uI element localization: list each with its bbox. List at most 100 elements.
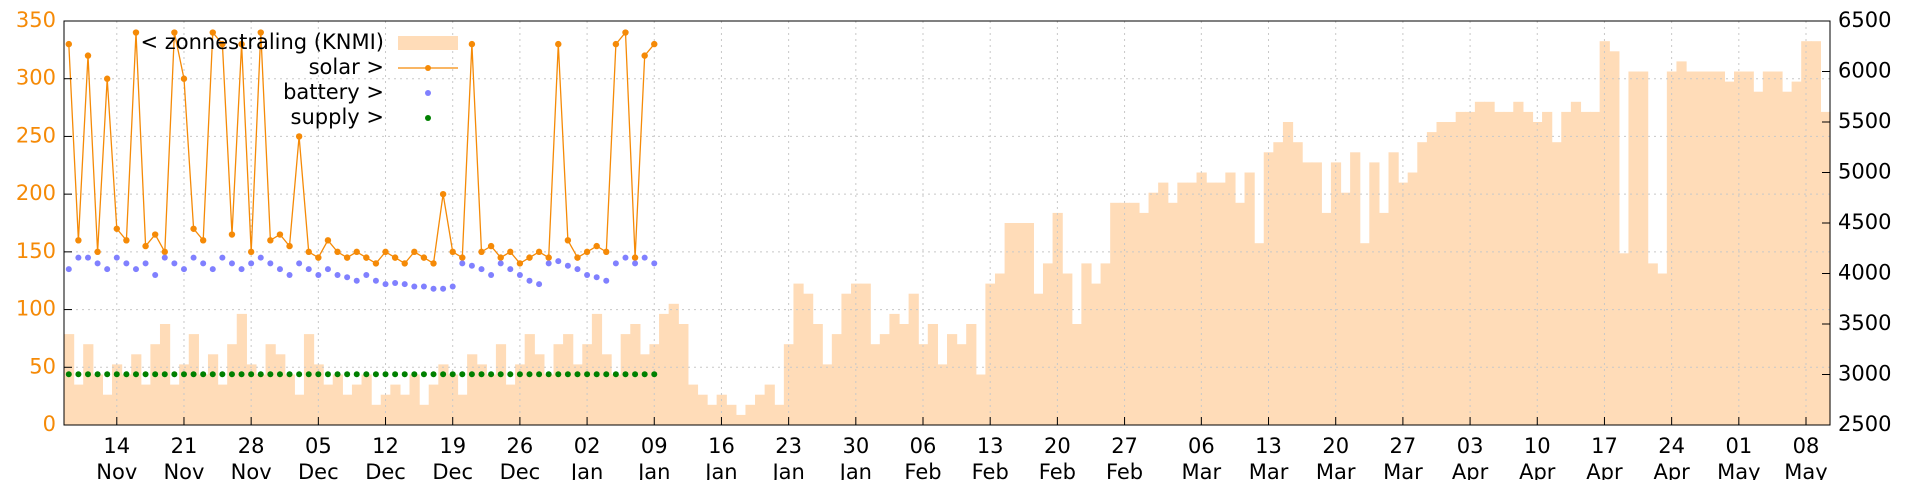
area-bar <box>1090 283 1102 425</box>
series-point <box>564 262 571 269</box>
series-point <box>132 266 139 273</box>
series-point <box>401 281 408 288</box>
x-tick-month: Apr <box>1452 460 1489 480</box>
series-point <box>132 29 140 36</box>
area-bar <box>1782 91 1793 425</box>
y-tick-label: 150 <box>16 239 56 263</box>
area-bar <box>975 374 986 425</box>
area-bar <box>803 293 814 425</box>
series-point <box>190 254 197 261</box>
area-bar <box>620 334 631 425</box>
series-point <box>276 266 283 273</box>
series-point <box>305 266 312 273</box>
y2-tick-label: 4500 <box>1838 210 1891 234</box>
series-point <box>651 40 658 48</box>
area-bar <box>1494 111 1505 426</box>
series-point <box>200 260 207 267</box>
area-bar <box>543 374 555 425</box>
series-point <box>632 260 639 267</box>
x-tick-month: Feb <box>972 460 1009 480</box>
x-tick-day: 27 <box>1111 434 1138 458</box>
series-point <box>238 371 245 378</box>
series-point <box>622 371 629 378</box>
x-tick-month: Apr <box>1519 460 1556 480</box>
area-bar <box>390 384 401 425</box>
area-bar <box>102 394 113 425</box>
area-bar <box>1186 182 1198 425</box>
series-point <box>161 254 168 261</box>
area-bar <box>342 394 353 425</box>
area-bar <box>486 374 497 425</box>
series-point <box>391 254 399 261</box>
series-point <box>363 254 370 261</box>
series-point <box>94 248 101 256</box>
series-point <box>401 260 408 267</box>
series-point <box>276 371 283 378</box>
area-bar <box>150 344 161 425</box>
area-bar <box>1542 111 1553 426</box>
series-point <box>296 260 303 267</box>
area-bar <box>851 283 862 425</box>
area-bar <box>92 374 103 425</box>
series-point <box>411 248 418 256</box>
series-point <box>305 371 312 378</box>
series-point <box>228 231 236 238</box>
series-point <box>439 190 447 198</box>
area-bar <box>1071 324 1082 425</box>
series-point <box>324 266 331 273</box>
area-bar <box>1666 71 1678 425</box>
series-point <box>593 274 600 281</box>
x-tick-month: Apr <box>1586 460 1623 480</box>
area-bar <box>419 404 430 425</box>
series-point <box>248 371 255 378</box>
area-bar <box>505 384 516 425</box>
x-tick-month: Jan <box>569 460 603 480</box>
area-bar <box>1033 293 1044 425</box>
x-tick-month: Jan <box>636 460 670 480</box>
area-bar <box>1158 182 1169 425</box>
series-point <box>420 283 427 290</box>
series-point <box>171 371 178 378</box>
series-point <box>267 237 274 244</box>
series-point <box>545 371 552 378</box>
x-tick-day: 06 <box>1188 434 1215 458</box>
series-point <box>468 371 475 378</box>
series-point <box>219 254 226 261</box>
series-point <box>459 260 466 267</box>
area-bar <box>1753 91 1764 425</box>
series-point <box>199 237 207 244</box>
series-point <box>430 260 437 267</box>
area-bar <box>764 384 775 425</box>
area-bar <box>1618 253 1630 425</box>
series-point <box>209 29 216 36</box>
area-bar <box>351 384 363 425</box>
series-point <box>152 271 159 278</box>
plot-frame <box>63 20 1831 426</box>
series-point <box>295 133 303 140</box>
series-point <box>507 266 514 273</box>
area-bar <box>1791 81 1802 425</box>
series-point <box>372 260 380 267</box>
area-bar <box>236 313 247 425</box>
series-point <box>612 40 620 48</box>
series-point <box>334 271 341 278</box>
series-point <box>132 371 139 378</box>
series-point <box>238 40 245 48</box>
series-point <box>612 371 619 378</box>
x-tick-day: 17 <box>1591 434 1618 458</box>
y-tick-label: 250 <box>16 123 56 147</box>
area-bar <box>294 394 305 425</box>
area-bar <box>966 324 977 425</box>
area-bar <box>1119 202 1130 425</box>
x-tick-month: Mar <box>1182 460 1222 480</box>
series-point <box>84 254 91 261</box>
series-point <box>526 277 533 284</box>
x-tick-day: 02 <box>574 434 601 458</box>
legend-swatch <box>425 65 431 71</box>
x-tick-month: Dec <box>298 460 339 480</box>
area-bar <box>1657 273 1668 425</box>
area-bar <box>198 374 209 425</box>
series-point <box>142 242 149 250</box>
area-bar <box>227 344 238 425</box>
